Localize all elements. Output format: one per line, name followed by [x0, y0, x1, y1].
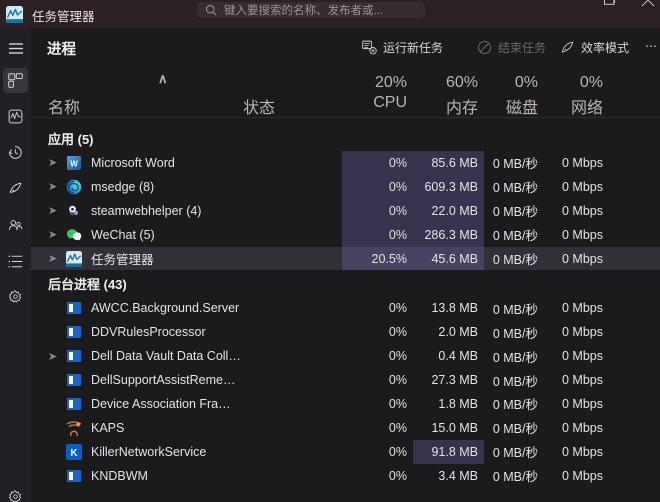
svg-text:W: W — [70, 159, 78, 168]
svg-text:K: K — [70, 448, 78, 459]
